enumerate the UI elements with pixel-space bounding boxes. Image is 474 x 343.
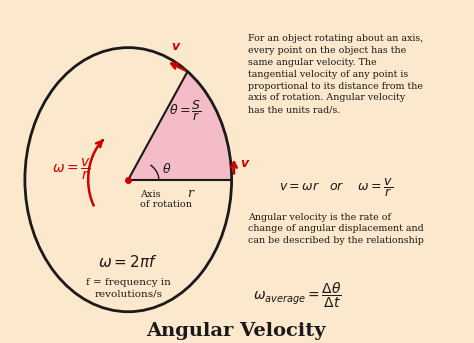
Text: $\theta = \dfrac{S}{r}$: $\theta = \dfrac{S}{r}$ [169,98,201,123]
Text: $\theta$: $\theta$ [162,162,172,176]
Text: $\omega = 2\pi f$: $\omega = 2\pi f$ [99,253,158,270]
Text: Axis
of rotation: Axis of rotation [140,190,192,209]
Text: For an object rotating about an axis,
every point on the object has the
same ang: For an object rotating about an axis, ev… [248,34,423,114]
Text: v: v [171,40,179,53]
Text: $\omega = \dfrac{v}{r}$: $\omega = \dfrac{v}{r}$ [52,156,91,182]
Text: f = frequency in
revolutions/s: f = frequency in revolutions/s [86,277,171,298]
Text: r: r [187,187,193,200]
Text: $\omega_{average} = \dfrac{\Delta\theta}{\Delta t}$: $\omega_{average} = \dfrac{\Delta\theta}… [253,280,342,310]
Text: Angular velocity is the rate of
change of angular displacement and
can be descri: Angular velocity is the rate of change o… [248,213,424,245]
Polygon shape [128,71,232,180]
Text: Angular Velocity: Angular Velocity [146,322,326,340]
Text: v: v [240,157,248,170]
Text: $v = \omega r$   $or$    $\omega = \dfrac{v}{r}$: $v = \omega r$ $or$ $\omega = \dfrac{v}{… [279,176,393,199]
